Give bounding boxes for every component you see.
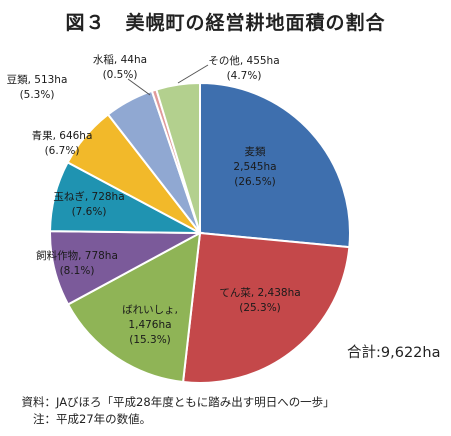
slice-labels: 麦類 2,545ha (26.5%) てん菜, 2,438ha (25.3%) ばれいしょ… bbox=[7, 54, 301, 346]
footnote: 注：平成27年の数値。 bbox=[18, 411, 335, 428]
leader-line bbox=[127, 78, 151, 96]
slice-label: 飼料作物, 778ha (8.1%) bbox=[36, 249, 118, 277]
pie-slices bbox=[48, 81, 351, 384]
total-label: 合計 bbox=[347, 345, 376, 361]
slice-label: 豆類, 513ha (5.3%) bbox=[7, 74, 68, 101]
chart-title: 図３ 美幌町の経営耕地面積の割合 bbox=[65, 12, 386, 34]
total-value: 9,622ha bbox=[380, 345, 441, 361]
note-key: 注： bbox=[33, 412, 56, 426]
note-text: 平成27年の数値。 bbox=[56, 412, 152, 426]
footnotes: 資料：JAびほろ「平成28年度ともに踏み出す明日への一歩」 注：平成27年の数値… bbox=[18, 394, 335, 428]
pie-slice bbox=[199, 81, 351, 249]
slice-label: 青果, 646ha (6.7%) bbox=[32, 129, 93, 157]
source-note: 資料：JAびほろ「平成28年度ともに踏み出す明日への一歩」 bbox=[18, 394, 335, 411]
slice-label: ばれいしょ, 1,476ha (15.3%) bbox=[122, 304, 178, 346]
source-text: JAびほろ「平成28年度ともに踏み出す明日への一歩」 bbox=[56, 395, 335, 409]
total-area: 合計:9,622ha bbox=[347, 345, 441, 361]
pie-slice bbox=[155, 81, 201, 234]
slice-label: てん菜, 2,438ha (25.3%) bbox=[219, 287, 300, 314]
leader-lines bbox=[127, 64, 209, 96]
leader-line bbox=[177, 64, 209, 84]
slice-label: 玉ねぎ, 728ha (7.6%) bbox=[53, 190, 124, 218]
slice-label: 水稲, 44ha (0.5%) bbox=[93, 54, 147, 81]
source-key: 資料： bbox=[21, 395, 57, 409]
slice-label: その他, 455ha (4.7%) bbox=[208, 54, 279, 82]
pie-slice bbox=[181, 231, 351, 384]
pie-slice bbox=[66, 231, 202, 384]
slice-label: 麦類 2,545ha (26.5%) bbox=[233, 146, 276, 188]
